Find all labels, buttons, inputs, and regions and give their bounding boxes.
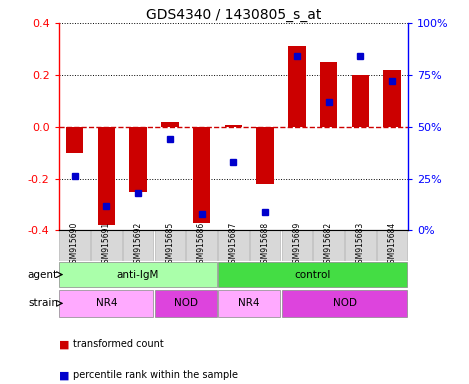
Bar: [313, 230, 344, 261]
Bar: [218, 263, 408, 286]
Text: NOD: NOD: [333, 298, 356, 308]
Bar: [161, 122, 179, 127]
Text: strain: strain: [28, 298, 58, 308]
Bar: [352, 75, 369, 127]
Text: GSM915687: GSM915687: [229, 222, 238, 268]
Text: control: control: [295, 270, 331, 280]
Bar: [345, 230, 376, 261]
Bar: [98, 127, 115, 225]
Bar: [257, 127, 274, 184]
Bar: [155, 230, 185, 261]
Text: GSM915691: GSM915691: [102, 222, 111, 268]
Bar: [384, 70, 401, 127]
Text: agent: agent: [28, 270, 58, 280]
Bar: [281, 230, 312, 261]
Text: GSM915683: GSM915683: [356, 222, 365, 268]
Text: NR4: NR4: [238, 298, 260, 308]
Text: GSM915692: GSM915692: [134, 222, 143, 268]
Bar: [66, 127, 83, 153]
Bar: [59, 230, 90, 261]
Text: NOD: NOD: [174, 298, 197, 308]
Text: ■: ■: [59, 370, 69, 380]
Text: GSM915685: GSM915685: [165, 222, 174, 268]
Text: GSM915684: GSM915684: [388, 222, 397, 268]
Bar: [320, 62, 337, 127]
Bar: [59, 263, 217, 286]
Text: transformed count: transformed count: [73, 339, 163, 349]
Text: GSM915690: GSM915690: [70, 222, 79, 268]
Bar: [155, 290, 217, 317]
Bar: [288, 46, 306, 127]
Bar: [186, 230, 217, 261]
Bar: [218, 290, 280, 317]
Text: anti-IgM: anti-IgM: [117, 270, 159, 280]
Bar: [123, 230, 153, 261]
Text: GSM915686: GSM915686: [197, 222, 206, 268]
Bar: [129, 127, 147, 192]
Bar: [218, 230, 249, 261]
Text: ■: ■: [59, 339, 69, 349]
Text: NR4: NR4: [96, 298, 117, 308]
Bar: [91, 230, 121, 261]
Text: percentile rank within the sample: percentile rank within the sample: [73, 370, 238, 380]
Title: GDS4340 / 1430805_s_at: GDS4340 / 1430805_s_at: [146, 8, 321, 22]
Text: GSM915689: GSM915689: [292, 222, 302, 268]
Bar: [377, 230, 408, 261]
Bar: [225, 126, 242, 127]
Bar: [250, 230, 280, 261]
Text: GSM915688: GSM915688: [261, 222, 270, 268]
Text: GSM915682: GSM915682: [324, 222, 333, 268]
Bar: [281, 290, 408, 317]
Bar: [59, 290, 153, 317]
Bar: [193, 127, 210, 223]
